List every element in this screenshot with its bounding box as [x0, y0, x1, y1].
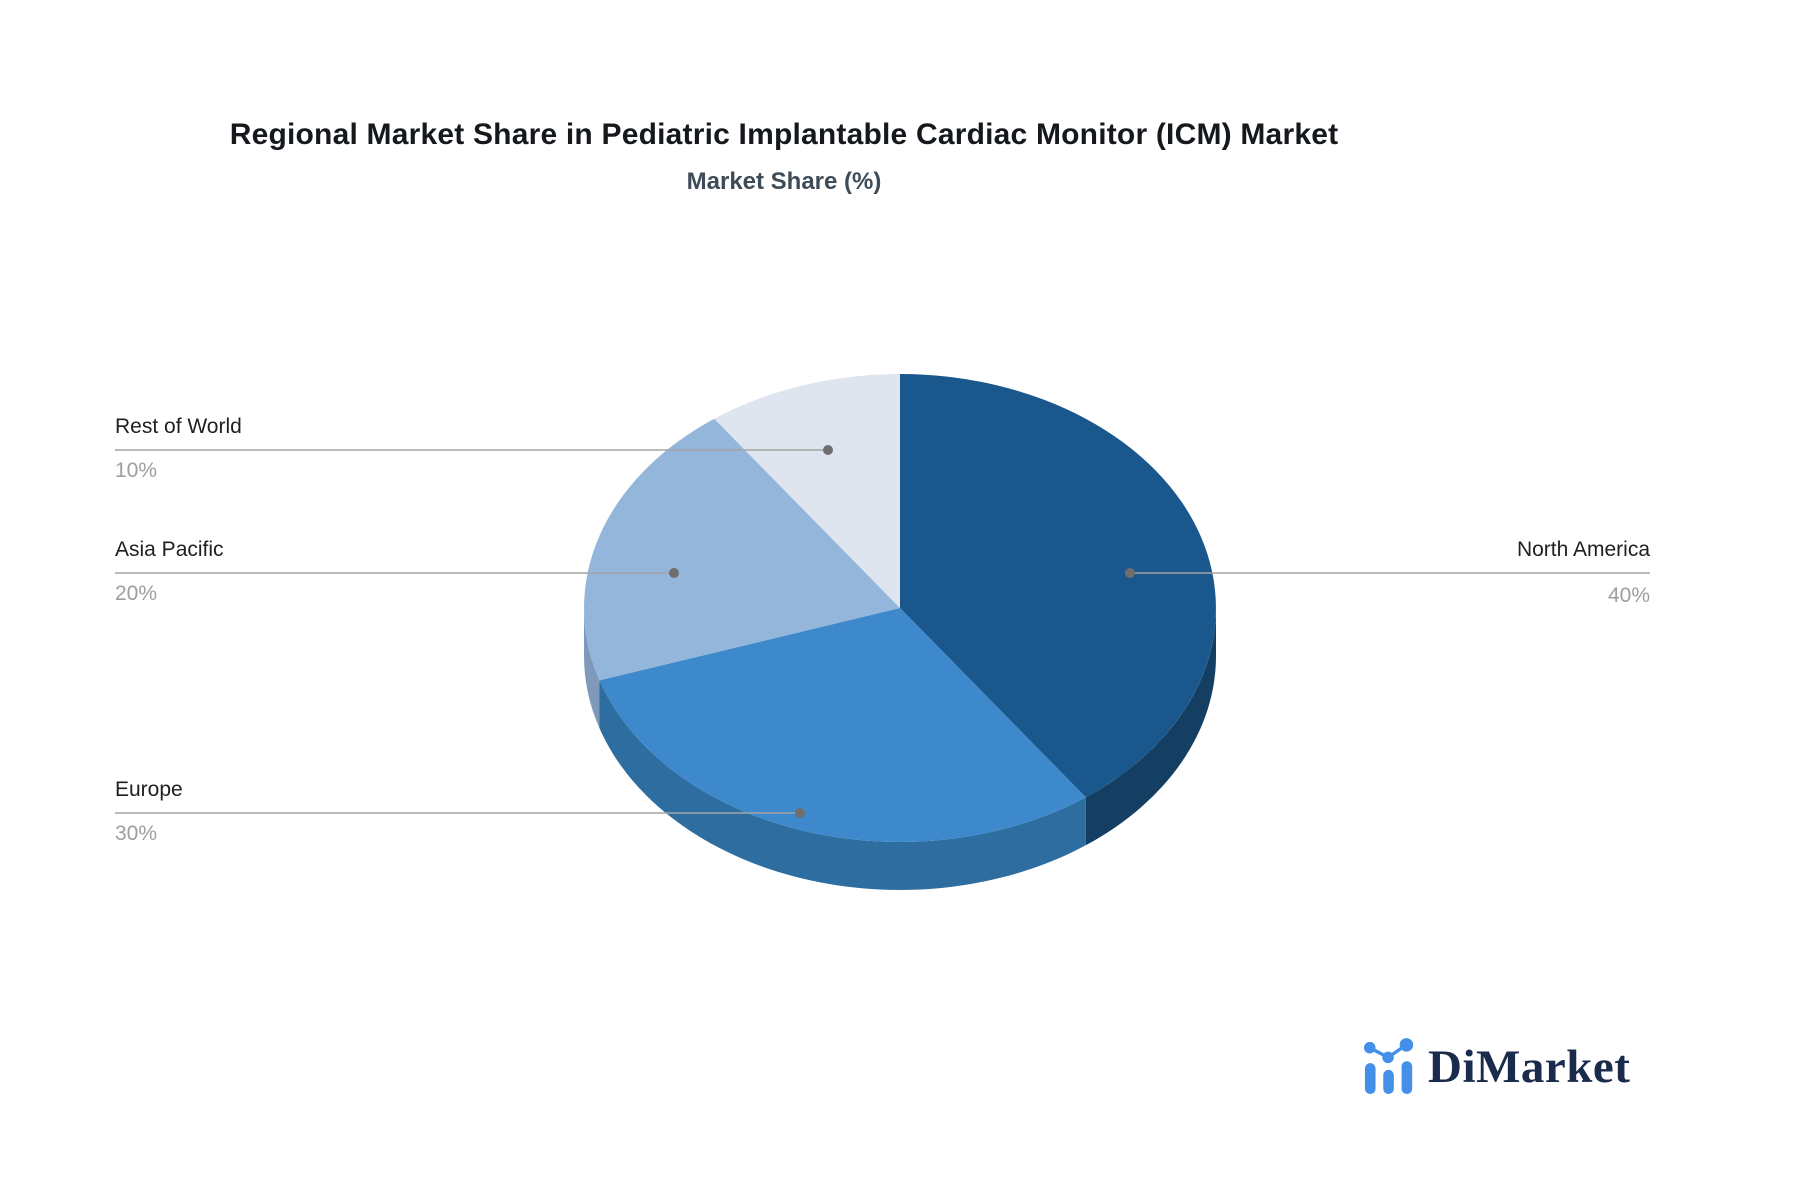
slice-value-asia-pacific: 20%: [115, 582, 158, 605]
pie-slice-north-america[interactable]: [900, 374, 1216, 798]
slice-label-europe: Europe: [115, 778, 183, 801]
dimarket-logo[interactable]: DiMarket: [1363, 1038, 1630, 1096]
slice-value-rest-of-world: 10%: [115, 459, 158, 482]
connector-dot-north-america: [1125, 568, 1135, 578]
slice-value-europe: 30%: [115, 822, 158, 845]
slice-label-north-america: North America: [1516, 538, 1650, 561]
chart-title: Regional Market Share in Pediatric Impla…: [229, 118, 1339, 151]
bar-chart-trend-icon: [1363, 1038, 1414, 1094]
connector-dot-asia-pacific: [669, 568, 679, 578]
slice-value-north-america: 40%: [1607, 584, 1650, 607]
pie-slice-europe[interactable]: [599, 608, 1086, 842]
pie-slice-side-europe: [599, 680, 1086, 890]
logo-text: DiMarket: [1428, 1041, 1631, 1093]
slice-label-asia-pacific: Asia Pacific: [115, 538, 224, 561]
slice-label-rest-of-world: Rest of World: [115, 415, 242, 438]
pie-slice-side-asia-pacific: [584, 608, 600, 729]
pie-slice-rest-of-world[interactable]: [714, 374, 900, 608]
chart-subtitle: Market Share (%): [686, 168, 882, 195]
pie-slice-side-north-america: [1085, 608, 1216, 846]
pie-slice-asia-pacific[interactable]: [584, 418, 900, 681]
connector-dot-europe: [795, 808, 805, 818]
connector-dot-rest-of-world: [823, 445, 833, 455]
